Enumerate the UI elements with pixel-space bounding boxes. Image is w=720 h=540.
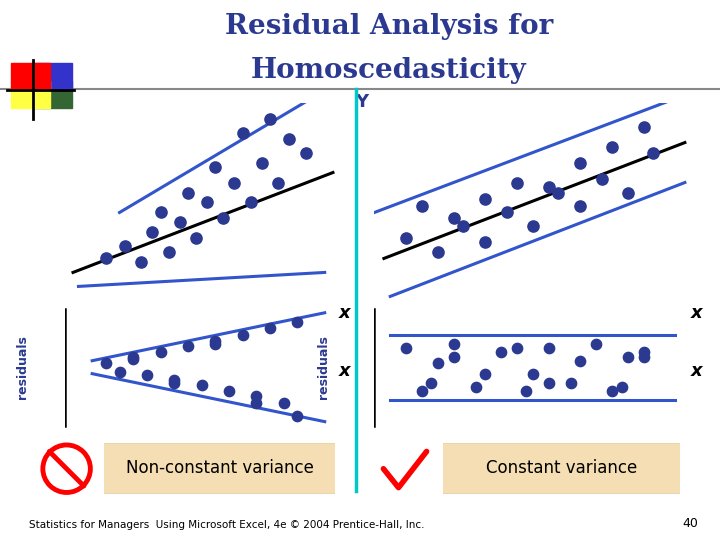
Point xyxy=(284,134,295,143)
Point xyxy=(168,376,180,384)
Point xyxy=(163,248,174,256)
Point xyxy=(141,370,153,379)
Point xyxy=(416,202,428,211)
Point xyxy=(114,368,125,377)
Point xyxy=(202,198,213,207)
Point xyxy=(432,359,444,368)
Point xyxy=(606,142,618,151)
Point xyxy=(256,158,268,167)
Point xyxy=(590,340,602,348)
Point xyxy=(480,194,491,203)
Text: Y: Y xyxy=(48,92,61,111)
Point xyxy=(527,222,539,231)
FancyBboxPatch shape xyxy=(102,442,337,495)
Point xyxy=(174,218,186,227)
Point xyxy=(638,347,649,356)
Point xyxy=(480,238,491,247)
Point xyxy=(448,340,459,348)
Point xyxy=(135,258,147,267)
Point xyxy=(147,228,158,237)
Point xyxy=(622,353,634,361)
FancyBboxPatch shape xyxy=(441,442,683,495)
Point xyxy=(400,343,412,352)
Point xyxy=(120,242,131,251)
Point xyxy=(155,208,166,217)
Point xyxy=(622,188,634,197)
Point xyxy=(470,382,482,391)
Point xyxy=(606,386,618,395)
Point xyxy=(127,353,139,361)
Point xyxy=(543,379,554,387)
Point xyxy=(190,234,202,243)
Point xyxy=(278,399,289,408)
Point xyxy=(264,114,276,123)
Point xyxy=(182,188,194,197)
Point xyxy=(575,158,586,167)
Point xyxy=(100,359,112,368)
Point xyxy=(400,234,412,243)
Point xyxy=(251,392,262,400)
Point xyxy=(511,178,523,187)
Text: Statistics for Managers  Using Microsoft Excel, 4e © 2004 Prentice-Hall, Inc.: Statistics for Managers Using Microsoft … xyxy=(29,520,424,530)
Text: x: x xyxy=(691,362,703,380)
Point xyxy=(502,208,513,217)
Point xyxy=(182,342,194,351)
Point xyxy=(448,353,459,361)
Point xyxy=(168,379,180,387)
Point xyxy=(100,254,112,263)
Point xyxy=(210,340,221,348)
Text: x: x xyxy=(691,305,703,322)
Text: 40: 40 xyxy=(683,517,698,530)
Point xyxy=(237,330,248,339)
Point xyxy=(565,379,577,387)
Point xyxy=(272,178,284,187)
Point xyxy=(552,188,564,197)
Point xyxy=(416,386,428,395)
Text: Constant variance: Constant variance xyxy=(486,460,637,477)
Point xyxy=(127,355,139,364)
Point xyxy=(575,356,586,365)
Point xyxy=(521,386,532,395)
Point xyxy=(210,337,221,346)
Point xyxy=(210,162,221,171)
Point xyxy=(155,347,166,356)
Point xyxy=(237,128,248,137)
Point xyxy=(543,182,554,191)
Point xyxy=(480,369,491,378)
Text: residuals: residuals xyxy=(16,335,29,399)
Point xyxy=(511,343,523,352)
Point xyxy=(426,379,437,387)
Text: Homoscedasticity: Homoscedasticity xyxy=(251,57,526,84)
Point xyxy=(495,347,507,356)
Point xyxy=(647,148,659,157)
Text: residuals: residuals xyxy=(318,335,330,399)
Point xyxy=(527,369,539,378)
Point xyxy=(264,324,276,333)
Text: Non-constant variance: Non-constant variance xyxy=(126,460,313,477)
Point xyxy=(223,386,235,395)
Point xyxy=(217,214,229,223)
Text: x: x xyxy=(338,305,350,322)
Point xyxy=(638,122,649,131)
Point xyxy=(229,178,240,187)
Point xyxy=(575,202,586,211)
Point xyxy=(432,248,444,256)
Point xyxy=(543,343,554,352)
Point xyxy=(196,381,207,390)
Point xyxy=(251,399,262,408)
Point xyxy=(245,198,256,207)
Text: Y: Y xyxy=(356,92,369,111)
Text: x: x xyxy=(338,362,350,380)
Point xyxy=(292,412,303,421)
Text: Residual Analysis for: Residual Analysis for xyxy=(225,14,553,40)
Point xyxy=(616,382,627,391)
Point xyxy=(638,353,649,361)
Point xyxy=(597,174,608,183)
Point xyxy=(300,148,311,157)
Point xyxy=(457,222,469,231)
Point xyxy=(292,318,303,326)
Point xyxy=(448,214,459,223)
